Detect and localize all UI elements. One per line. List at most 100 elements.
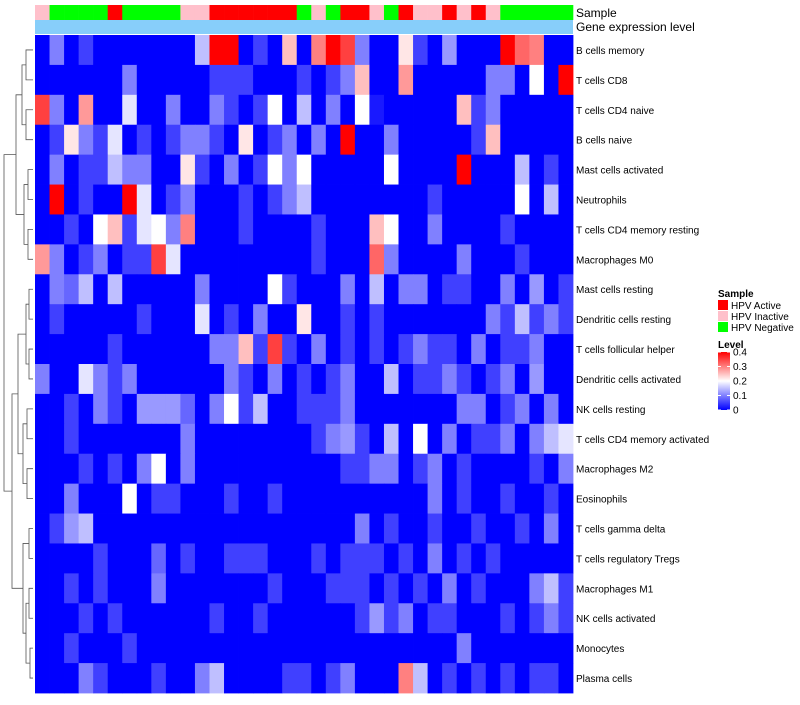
- heatmap-cell: [500, 453, 516, 485]
- heatmap-cell: [485, 244, 501, 275]
- heatmap-cell: [93, 274, 109, 305]
- heatmap-cell: [383, 94, 399, 126]
- heatmap-cell: [35, 393, 50, 425]
- heatmap-cell: [543, 513, 559, 544]
- heatmap-cell: [514, 274, 530, 305]
- heatmap-cell: [485, 274, 501, 305]
- heatmap-cell: [529, 393, 545, 425]
- heatmap-cell: [311, 64, 327, 96]
- heatmap-cell: [456, 603, 472, 634]
- dendrogram-branch: [27, 229, 33, 260]
- heatmap-cell: [35, 483, 50, 514]
- heatmap-cell: [311, 603, 327, 634]
- heatmap-cell: [369, 304, 385, 335]
- heatmap-cell: [311, 483, 327, 514]
- heatmap-cell: [514, 244, 530, 275]
- sample-annotation-cell: [442, 5, 457, 20]
- heatmap-cell: [398, 244, 414, 275]
- heatmap-cell: [354, 214, 370, 245]
- heatmap-cell: [35, 154, 50, 185]
- heatmap-cell: [224, 35, 239, 66]
- heatmap-cell: [514, 393, 530, 425]
- heatmap-cell: [122, 274, 138, 305]
- heatmap-cell: [427, 124, 443, 156]
- heatmap-cell: [398, 663, 414, 694]
- heatmap-cell: [514, 94, 530, 126]
- heatmap-cell: [107, 64, 123, 96]
- heatmap-cell: [93, 513, 109, 544]
- heatmap-cell: [471, 483, 487, 514]
- heatmap-cell: [354, 304, 370, 335]
- heatmap-cell: [413, 304, 428, 335]
- heatmap-cell: [311, 124, 327, 156]
- heatmap-cell: [485, 154, 501, 185]
- heatmap-cell: [93, 35, 109, 66]
- heatmap-cell: [427, 364, 443, 395]
- heatmap-cell: [93, 304, 109, 335]
- heatmap-cell: [209, 663, 225, 694]
- heatmap-cell: [514, 184, 530, 215]
- heatmap-cell: [325, 35, 341, 66]
- heatmap-cell: [238, 64, 254, 96]
- heatmap-cell: [398, 543, 414, 574]
- heatmap-cell: [500, 603, 516, 634]
- gene-expression-bar: [35, 20, 573, 34]
- heatmap-cell: [514, 334, 530, 365]
- heatmap-cell: [340, 483, 356, 514]
- sample-annotation-cell: [209, 5, 225, 20]
- heatmap-cell: [122, 364, 138, 395]
- heatmap-cell: [529, 423, 545, 455]
- heatmap-cell: [136, 633, 152, 664]
- heatmap-cell: [442, 453, 458, 485]
- heatmap-cell: [413, 124, 428, 156]
- heatmap-cell: [383, 184, 399, 215]
- heatmap-cell: [194, 573, 210, 604]
- dendrogram-branch: [11, 393, 23, 589]
- heatmap-cell: [49, 154, 65, 185]
- heatmap-cell: [325, 244, 341, 275]
- heatmap-cell: [471, 513, 487, 544]
- heatmap-cell: [78, 573, 94, 604]
- dendrogram-branch: [25, 109, 33, 141]
- sample-annotation-cell: [296, 5, 312, 20]
- heatmap-cell: [398, 603, 414, 634]
- heatmap-cell: [529, 64, 545, 96]
- heatmap-cell: [514, 543, 530, 574]
- heatmap-cell: [442, 483, 458, 514]
- heatmap-cell: [354, 154, 370, 185]
- heatmap-cell: [93, 633, 109, 664]
- heatmap-cell: [514, 304, 530, 335]
- heatmap-cell: [340, 154, 356, 185]
- heatmap-cell: [369, 393, 385, 425]
- heatmap-cell: [442, 94, 458, 126]
- sample-annotation-cell: [514, 5, 530, 20]
- heatmap-cell: [296, 334, 312, 365]
- heatmap-cell: [325, 393, 341, 425]
- row-label: Macrophages M1: [576, 584, 654, 595]
- dendrogram-branch: [27, 169, 33, 200]
- heatmap-cell: [427, 393, 443, 425]
- heatmap-cell: [49, 393, 65, 425]
- heatmap-cell: [413, 35, 428, 66]
- heatmap-cell: [253, 543, 269, 574]
- heatmap-cell: [136, 35, 152, 66]
- heatmap-cell: [514, 633, 530, 664]
- heatmap-cell: [122, 393, 138, 425]
- heatmap-cell: [267, 35, 283, 66]
- heatmap-cell: [427, 663, 443, 694]
- heatmap-cell: [253, 573, 269, 604]
- heatmap-cell: [267, 124, 283, 156]
- heatmap-cell: [485, 663, 501, 694]
- heatmap-cell: [122, 64, 138, 96]
- heatmap-cell: [369, 244, 385, 275]
- heatmap-cell: [456, 483, 472, 514]
- heatmap-cell: [136, 543, 152, 574]
- heatmap-cell: [64, 184, 80, 215]
- heatmap-cell: [180, 274, 196, 305]
- heatmap-cell: [311, 633, 327, 664]
- heatmap-cell: [471, 184, 487, 215]
- heatmap-cell: [456, 663, 472, 694]
- heatmap-cell: [282, 35, 298, 66]
- heatmap-cell: [485, 423, 501, 455]
- heatmap-cell: [383, 274, 399, 305]
